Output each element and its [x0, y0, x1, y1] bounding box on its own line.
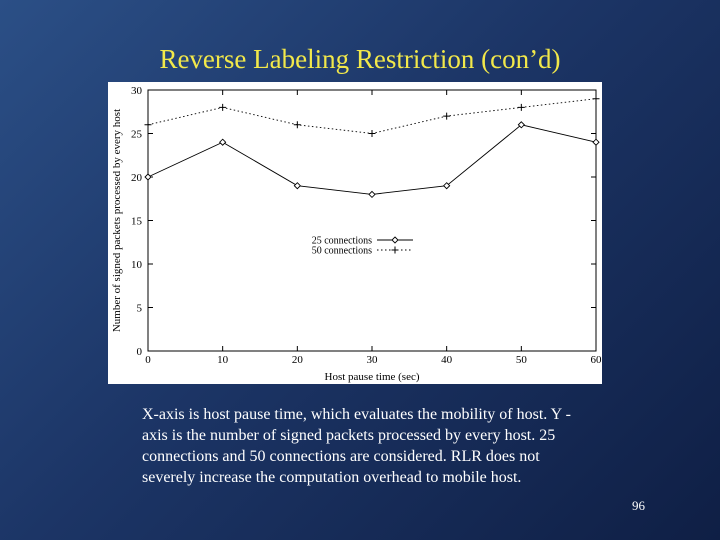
x-tick-label: 20: [292, 354, 304, 366]
x-tick-label: 50: [516, 354, 528, 366]
x-tick-label: 30: [367, 354, 379, 366]
x-tick-label: 60: [591, 354, 603, 366]
series-line-2: [147, 98, 597, 134]
data-point-series-2: [592, 95, 600, 103]
y-tick-label: 25: [131, 129, 143, 141]
page-number: 96: [632, 498, 645, 513]
data-point-series-2: [144, 121, 152, 129]
y-tick-label: 5: [137, 303, 143, 315]
legend-marker: [391, 236, 399, 244]
data-point-series-1: [517, 121, 525, 129]
legend-label: 25 connections: [312, 236, 372, 247]
x-axis-label: Host pause time (sec): [325, 371, 420, 383]
x-tick-label: 10: [217, 354, 229, 366]
data-point-series-2: [219, 103, 227, 111]
data-point-series-2: [443, 112, 451, 120]
plot-frame: [147, 89, 597, 352]
legend-marker: [391, 246, 399, 254]
legend-label: 50 connections: [312, 246, 372, 257]
data-point-series-1: [219, 138, 227, 146]
chart-container: 0 10 20 30 40 50 60 0 5 10 15 20 25 30 25 connections…: [108, 82, 602, 384]
data-point-series-1: [144, 173, 152, 181]
data-point-series-1: [368, 190, 376, 199]
slide-title: Reverse Labeling Restriction (con’d): [159, 44, 561, 74]
x-tick-label: 0: [145, 354, 151, 366]
slide-caption: X-axis is host pause time, which evaluat…: [142, 406, 571, 486]
data-point-series-1: [293, 182, 301, 190]
y-axis-label: Number of signed packets processed by ev…: [111, 109, 123, 332]
y-tick-label: 15: [131, 216, 143, 228]
data-point-series-1: [443, 182, 451, 190]
data-point-series-2: [517, 103, 525, 111]
y-tick-label: 10: [131, 259, 143, 271]
y-tick-label: 30: [131, 85, 143, 97]
data-point-series-2: [368, 130, 376, 137]
y-tick-label: 0: [137, 346, 143, 358]
y-tick-label: 20: [131, 172, 143, 184]
data-point-series-1: [592, 138, 600, 146]
line-chart: 0 10 20 30 40 50 60 0 5 10 15 20 25 30 25 connections…: [111, 85, 603, 383]
x-tick-label: 40: [441, 354, 453, 366]
data-point-series-2: [293, 121, 301, 129]
